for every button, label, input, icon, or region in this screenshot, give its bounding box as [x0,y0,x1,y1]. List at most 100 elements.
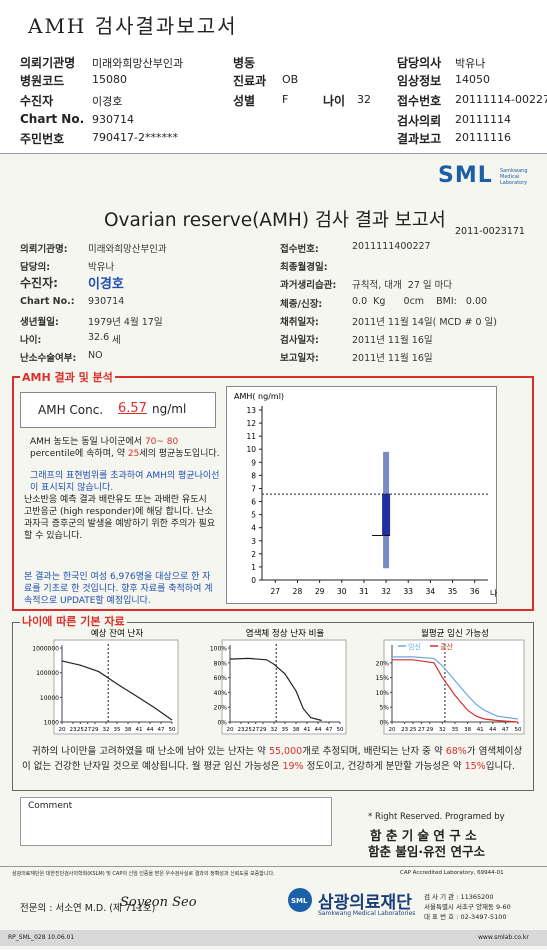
report-title: AMH 검사결과보고서 [28,14,238,38]
logo-subtitle: Samkwang Medical Laboratory [500,168,528,186]
box-body [382,493,391,536]
address-line: 대 표 번 호 : 02-3497-5100 [424,913,507,921]
report-number: 2011-0023171 [455,226,525,237]
patient-value: 0.0 Kg 0cm BMI: 0.00 [352,296,488,307]
text-part: 난소반응 예측 결과 배란유도 또는 과배란 유도시 고반응군 (high re… [24,495,216,541]
y-tick-label: 0 [251,576,256,585]
y-tick-label: 8 [251,471,256,480]
y-tick-label: 11 [246,432,256,441]
y-tick-label: 40% [214,690,228,697]
patient-value: 2011년 11월 14일( MCD # 0 일) [352,317,497,328]
logo-mark-text: SML [291,897,308,905]
legend-label: 출산 [440,642,453,651]
text-part: 세의 평균농도입니다. [139,449,220,459]
footer-cap: CAP Accredited Laboratory, 69944-01 [400,870,504,876]
x-tick-label: 34 [426,587,436,596]
x-tick-label: 44 [315,727,322,733]
footer-rule [0,866,547,867]
x-tick-label: 23 [70,727,77,733]
patient-value: 박유나 [88,262,115,273]
analysis-box [12,376,534,611]
y-tick-label: 100% [210,646,227,653]
summary-text: 귀하의 나이만을 고려하였을 때 난소에 남아 있는 난자는 약 55,000개… [22,744,528,774]
field-label: 의뢰기관명 [20,56,76,70]
x-axis-title: 나이 [490,588,497,598]
field-value: OB [282,73,299,86]
amh-label: AMH Conc. [38,403,104,417]
amh-unit: ng/ml [152,402,187,416]
url: www.smlab.co.kr [478,934,529,941]
text-part: 55,000 [268,746,303,757]
section-title: 나이에 따른 기본 자료 [20,613,127,629]
text-part: 귀하의 나이만을 고려하였을 때 난소에 남아 있는 난자는 약 [32,746,269,757]
x-tick-label: 47 [158,727,165,733]
field-label: 성별 [233,94,256,108]
patient-value: 2011111400227 [352,241,431,252]
patient-label: Chart No.: [20,296,75,307]
doctor: 전문의 : 서소연 M.D. (제 711호) [20,903,156,914]
chart-title: 염색체 정상 난자 비율 [246,628,325,639]
text-part: percentile에 속하며, 약 [30,449,128,459]
patient-value: 2011년 11월 16일 [352,335,433,346]
text-part: 25 [127,449,140,459]
form-code: RP_SML_028 10.06.01 [8,934,75,941]
patient-label: 검사일자: [280,335,319,346]
text-part: AMH 농도는 동일 나이군에서 [30,437,145,447]
x-tick-label: 32 [271,727,278,733]
x-tick-label: 38 [464,727,471,733]
field-label: 병원코드 [20,74,65,88]
text-part: 정도이고, 건강하게 분만할 가능성은 약 [303,761,465,772]
x-tick-label: 27 [271,587,281,596]
patient-label: 나이: [20,335,42,346]
x-tick-label: 44 [147,727,154,733]
y-tick-label: 2 [251,550,256,559]
y-tick-label: 7 [251,484,256,493]
y-tick-label: 100000 [36,670,59,677]
age-unit: 세 [112,335,121,346]
x-tick-label: 29 [426,727,433,733]
x-tick-label: 50 [337,727,344,733]
field-value: 20111116 [455,131,511,144]
field-label: 담당의사 [397,56,442,70]
y-tick-label: 10000 [40,695,59,702]
x-tick-label: 27 [84,727,91,733]
field-label: Chart No. [20,112,85,126]
series-line [229,657,322,722]
amh-value: 6.57 [118,401,147,416]
amh-value-box [20,392,216,428]
y-tick-label: 0% [217,720,227,727]
patient-label: 최종월경일: [280,262,328,273]
x-tick-label: 41 [477,727,484,733]
x-tick-label: 32 [103,727,110,733]
series-line [392,659,519,723]
series-line [392,656,519,720]
x-tick-label: 25 [410,727,417,733]
chart-title: 월평균 임신 가능성 [421,628,489,639]
address-line: 서울특별시 서초구 양재동 9-60 [424,903,511,911]
patient-value: 2011년 11월 16일 [352,353,433,364]
x-tick-label: 35 [452,727,459,733]
x-tick-label: 29 [260,727,267,733]
chart-frame [226,386,497,604]
x-tick-label: 29 [92,727,99,733]
y-tick-label: 9 [251,458,256,467]
age-chart: 월평균 임신 가능성 0% 5% 10% 15% 20% 20 23 25 27 29 32 35 38 4… [376,628,525,735]
text-part: 입니다. [485,761,515,772]
comment-label: Comment [28,801,73,811]
y-tick-label: 13 [246,406,256,415]
x-tick-label: 32 [381,587,391,596]
field-label: 결과보고 [397,132,442,146]
x-tick-label: 50 [515,727,522,733]
analysis-text: 난소반응 예측 결과 배란유도 또는 과배란 유도시 고반응군 (high re… [24,494,216,542]
x-tick-label: 35 [114,727,121,733]
x-tick-label: 28 [293,587,303,596]
x-tick-label: 47 [502,727,509,733]
text-part: 70~ 80 [144,437,179,447]
analysis-text: 그래프의 표현범위를 초과하여 AMH의 평균나이선이 표시되지 않습니다. [30,470,222,494]
logo: SML [438,163,493,188]
x-tick-label: 27 [252,727,259,733]
field-value: 20111114 [455,113,511,126]
y-tick-label: 1000000 [32,646,59,653]
rights: * Right Reserved. Programed by [368,812,505,822]
x-tick-label: 20 [59,727,66,733]
